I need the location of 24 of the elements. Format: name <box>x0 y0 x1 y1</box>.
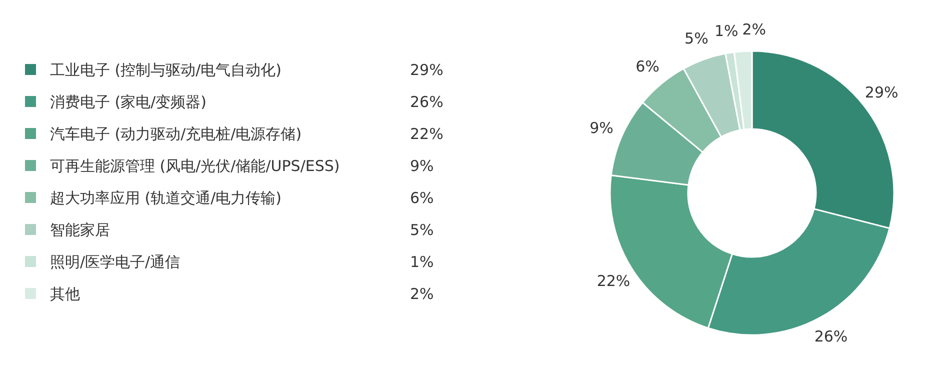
legend-label: 智能家居 <box>50 221 110 239</box>
text: 29% <box>410 61 444 79</box>
text: 22% <box>410 125 444 143</box>
legend-label: 照明/医学电子/通信 <box>50 253 180 271</box>
text: 5% <box>410 221 434 239</box>
data-label: 29% <box>864 83 898 102</box>
legend-label: 其他 <box>50 285 80 303</box>
legend-label: 汽车电子 (动力驱动/充电桩/电源存储) <box>50 125 302 143</box>
legend-label: 消费电子 (家电/变频器) <box>50 93 207 111</box>
text: 26% <box>410 93 444 111</box>
data-label: 22% <box>596 272 630 290</box>
data-label: 6% <box>636 58 660 76</box>
text: 9% <box>410 157 434 175</box>
text: 1% <box>410 253 434 271</box>
data-label: 5% <box>684 30 708 48</box>
text: 2% <box>410 285 434 303</box>
legend-label: 可再生能源管理 (风电/光伏/储能/UPS/ESS) <box>50 157 340 175</box>
legend-label: 超大功率应用 (轨道交通/电力传输) <box>50 189 282 207</box>
legend-label: 工业电子 (控制与驱动/电气自动化) <box>50 61 282 79</box>
text: 6% <box>410 189 434 207</box>
data-label: 26% <box>814 328 848 346</box>
data-label: 9% <box>590 118 614 137</box>
data-label: 2% <box>742 20 766 38</box>
data-label: 1% <box>714 22 738 40</box>
